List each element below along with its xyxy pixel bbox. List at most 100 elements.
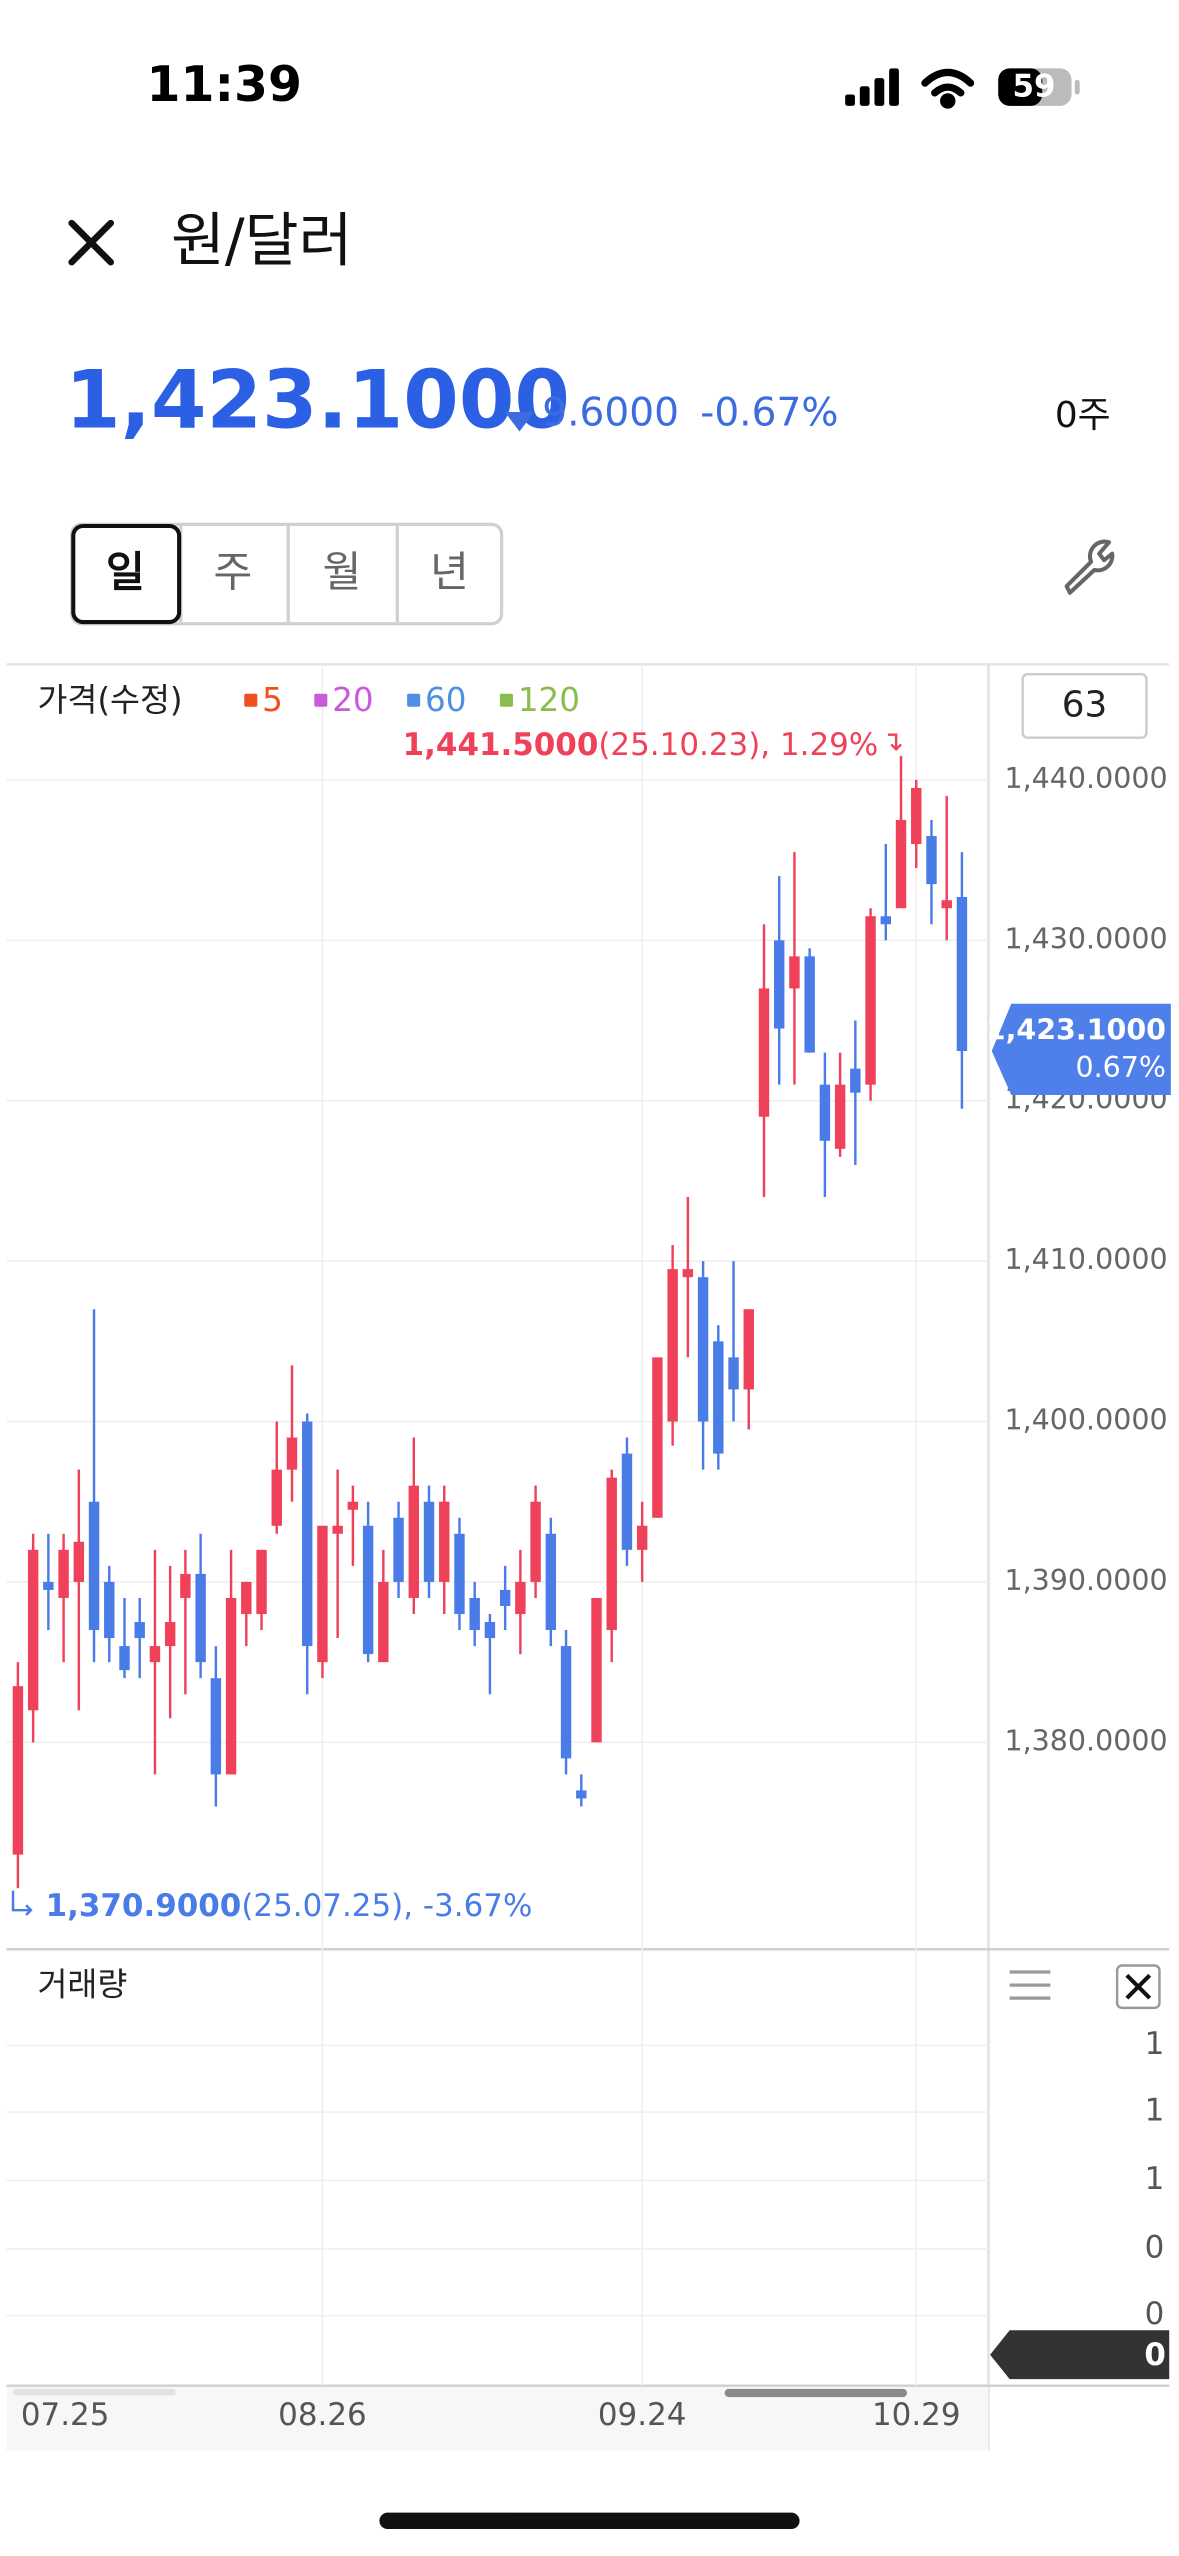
candle-body (180, 1573, 191, 1598)
candle-body (362, 1525, 374, 1655)
tab-year[interactable]: 년 (430, 547, 469, 596)
price-plot: 1,380.0000 1,390.0000 1,400.0000 1,410.0000… (6, 664, 1171, 2433)
candle-body (423, 1501, 435, 1582)
candle-body (317, 1525, 328, 1663)
chart-panel (6, 664, 1170, 2451)
candle-body (256, 1549, 267, 1614)
low-value: 1,370.9000 (46, 1887, 242, 1923)
x-tick-label: 08.26 (278, 2397, 367, 2433)
low-pointer (11, 1890, 33, 1916)
candle-body (241, 1581, 252, 1614)
candle-body (758, 988, 770, 1117)
price-change: 9.6000 (542, 391, 679, 436)
candle-body (850, 1068, 861, 1093)
low-annotation: 1,370.9000(25.07.25), -3.67% (46, 1887, 533, 1923)
scroll-track (13, 2388, 176, 2396)
high-annotation: 1,441.5000(25.10.23), 1.29% (403, 727, 879, 763)
last-price-change: 0.67% (1075, 1051, 1166, 1084)
volume-title: 거래량 (37, 1966, 127, 2004)
candle-body (956, 896, 968, 1051)
y-tick-label: 1,440.0000 (1005, 762, 1168, 795)
candle-body (515, 1581, 526, 1614)
candle-body (530, 1501, 541, 1582)
legend-marker (499, 693, 513, 707)
price-change-pct: -0.67% (700, 391, 838, 436)
candle-body (834, 1084, 846, 1149)
candle-body (774, 940, 785, 1029)
volume-tick-label: 1 (1145, 2161, 1165, 2197)
y-tick-label: 1,390.0000 (1005, 1564, 1168, 1597)
close-button[interactable] (68, 219, 114, 266)
battery-text: 59 (1013, 68, 1056, 104)
down-arrow (504, 411, 535, 432)
candle-body (789, 956, 800, 989)
volume-current: 0 (1144, 2337, 1166, 2373)
candle-body (454, 1533, 465, 1614)
candle-body (301, 1421, 313, 1647)
candle-body (393, 1517, 404, 1582)
legend-label: 120 (518, 681, 580, 719)
candle-body (88, 1501, 100, 1631)
candle-body (621, 1453, 633, 1550)
volume-grid (6, 2044, 989, 2317)
battery-cap (1074, 79, 1080, 95)
legend-label: 20 (332, 681, 373, 719)
candle-body (43, 1581, 54, 1590)
candle-body (484, 1622, 496, 1639)
volume-current-tag (990, 2330, 1170, 2380)
low-detail: (25.07.25), -3.67% (241, 1887, 532, 1923)
page-title: 원/달러 (171, 206, 353, 274)
candle-body (271, 1469, 282, 1526)
candle-body (880, 916, 892, 925)
period-box[interactable] (1021, 672, 1148, 739)
tab-selected[interactable] (71, 523, 182, 625)
signal-icon (845, 68, 899, 106)
candle-body (408, 1485, 420, 1598)
candle-body (682, 1269, 694, 1278)
candle-body (895, 819, 907, 909)
candle-body (743, 1309, 754, 1390)
candle-body (606, 1477, 617, 1631)
settings-wrench[interactable] (1064, 539, 1115, 595)
candle-body (697, 1277, 709, 1422)
candle-body (865, 916, 876, 1085)
tab-month[interactable]: 월 (322, 547, 361, 596)
candle-body (12, 1686, 24, 1855)
candle-body (332, 1525, 343, 1534)
high-pointer (887, 733, 902, 752)
candle-body (926, 836, 937, 885)
home-indicator (379, 2512, 800, 2529)
candle-body (545, 1533, 557, 1631)
candle-body (210, 1678, 222, 1775)
battery-level (998, 68, 1043, 106)
candle-body (58, 1549, 69, 1598)
last-price-label: 1,423.1000 (986, 1013, 1166, 1046)
y-tick-label: 1,430.0000 (1005, 922, 1168, 955)
legend-marker (244, 693, 258, 707)
high-detail: (25.10.23), 1.29% (598, 727, 878, 763)
tab-day[interactable]: 일 (106, 547, 145, 596)
candle-body (439, 1501, 450, 1582)
x-tick-label: 09.24 (598, 2397, 687, 2433)
candle-body (636, 1525, 648, 1550)
candle-body (378, 1581, 389, 1663)
y-tick-label: 1,400.0000 (1005, 1404, 1168, 1437)
volume-tick-label: 1 (1145, 2026, 1165, 2062)
legend-marker (314, 693, 328, 707)
volume-close-icon[interactable] (1125, 1973, 1152, 2000)
candle-body (591, 1597, 602, 1743)
period-count[interactable]: 63 (1062, 685, 1108, 726)
candle-body (27, 1549, 39, 1711)
scroll-thumb[interactable] (724, 2388, 908, 2398)
candle-body (576, 1790, 587, 1799)
last-price-tag (991, 1003, 1171, 1095)
candle-body (149, 1646, 161, 1663)
legend-label: 5 (262, 681, 283, 719)
volume-tick-label: 0 (1145, 2296, 1165, 2332)
x-tick-label: 07.25 (21, 2397, 110, 2433)
candle-body (499, 1589, 511, 1606)
tab-week[interactable]: 주 (213, 547, 252, 596)
volume-menu[interactable] (1009, 1970, 1051, 2000)
holding: 0주 (1055, 395, 1111, 436)
